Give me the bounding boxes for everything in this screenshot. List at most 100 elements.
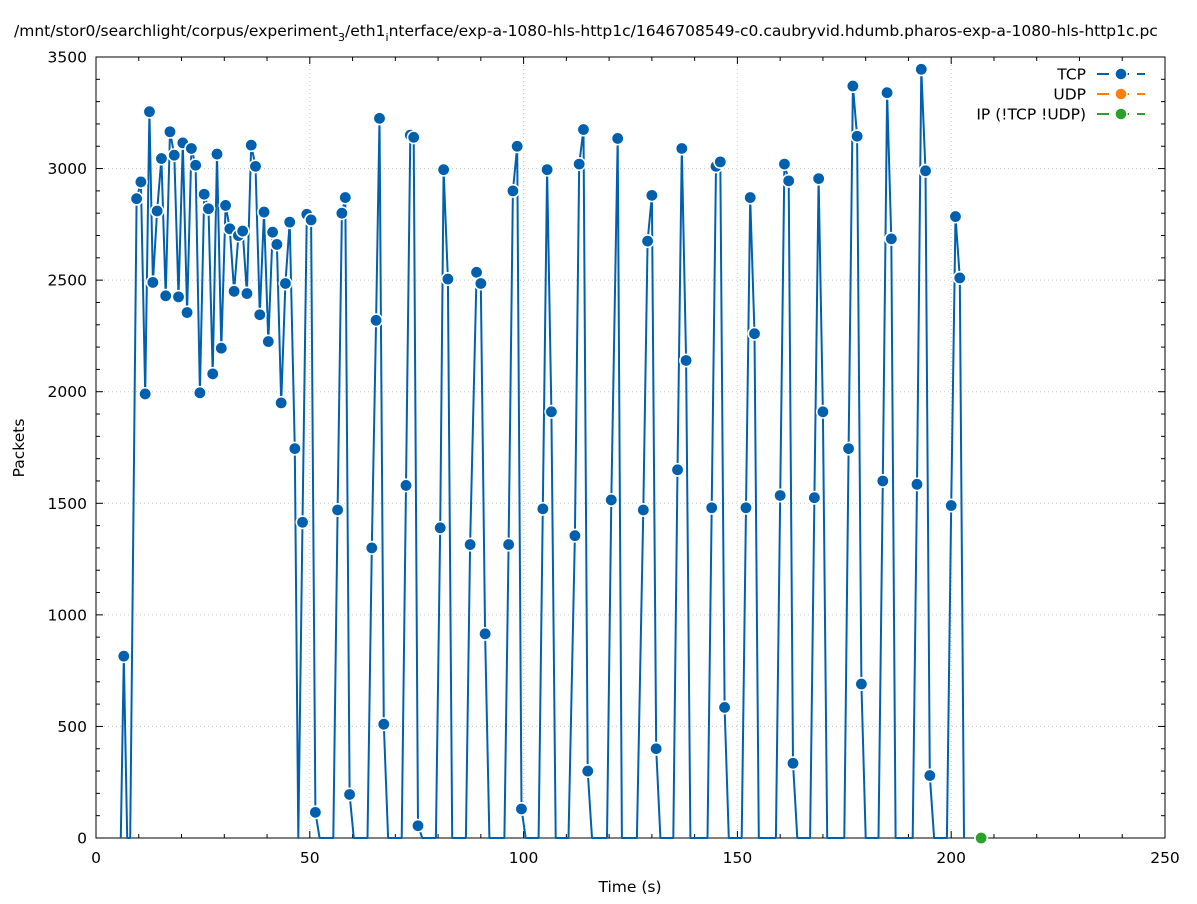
data-point — [854, 677, 869, 692]
data-point — [167, 148, 182, 163]
data-point — [433, 520, 448, 535]
data-point — [785, 756, 800, 771]
data-point — [116, 649, 131, 664]
data-point — [773, 488, 788, 503]
data-point — [278, 276, 293, 291]
data-point — [845, 79, 860, 94]
data-point — [410, 818, 425, 833]
y-tick-label: 500 — [57, 718, 87, 736]
data-point — [184, 141, 199, 156]
data-point — [171, 289, 186, 304]
data-point — [338, 190, 353, 205]
data-point — [133, 174, 148, 189]
data-point — [514, 801, 529, 816]
data-point — [192, 385, 207, 400]
data-point — [811, 171, 826, 186]
data-point — [909, 477, 924, 492]
data-point — [567, 528, 582, 543]
data-point — [369, 313, 384, 328]
y-tick-label: 3500 — [48, 49, 87, 67]
data-point — [150, 203, 165, 218]
x-tick-label: 150 — [723, 849, 753, 867]
series-line — [119, 68, 965, 839]
y-tick-label: 3000 — [48, 160, 87, 178]
data-point — [138, 386, 153, 401]
data-point — [364, 540, 379, 555]
chart-title: /mnt/stor0/searchlight/corpus/experiment… — [14, 22, 1158, 44]
data-point — [572, 157, 587, 172]
data-point — [576, 122, 591, 137]
x-tick-label: 200 — [936, 849, 966, 867]
data-point — [376, 717, 391, 732]
legend-marker — [1114, 107, 1128, 121]
data-point — [743, 190, 758, 205]
data-point — [540, 162, 555, 177]
data-point — [252, 307, 267, 322]
data-point — [129, 191, 144, 206]
data-point — [265, 225, 280, 240]
data-point — [239, 286, 254, 301]
data-point — [544, 404, 559, 419]
legend-marker — [1114, 87, 1128, 101]
data-point — [510, 139, 525, 154]
series-layer — [116, 62, 989, 845]
data-point — [604, 492, 619, 507]
data-point — [478, 626, 493, 641]
axes-ticks: 0 50 100 150 200 2500500100015002000250030003… — [48, 49, 1180, 868]
data-point — [399, 478, 414, 493]
x-axis-label: Time (s) — [597, 878, 661, 896]
data-point — [610, 131, 625, 146]
data-point — [440, 272, 455, 287]
legend: TCP UDP IP (!TCP !UDP) — [976, 66, 1145, 124]
data-point — [406, 130, 421, 145]
data-point — [841, 441, 856, 456]
y-axis-label: Packets — [10, 419, 28, 478]
data-point — [197, 187, 212, 202]
y-tick-label: 0 — [77, 830, 87, 848]
data-point — [952, 270, 967, 285]
data-point — [815, 404, 830, 419]
title-part-pre: /mnt/stor0/searchlight/corpus/experiment — [14, 22, 338, 40]
data-point — [704, 500, 719, 515]
data-point — [674, 141, 689, 156]
data-point — [154, 151, 169, 166]
data-point — [304, 212, 319, 227]
y-tick-label: 1500 — [48, 495, 87, 513]
data-point — [974, 830, 989, 845]
x-tick-label: 100 — [509, 849, 539, 867]
data-point — [436, 162, 451, 177]
data-point — [261, 334, 276, 349]
data-point — [850, 129, 865, 144]
data-point — [807, 490, 822, 505]
data-point — [205, 366, 220, 381]
data-point — [880, 85, 895, 100]
data-point — [287, 441, 302, 456]
data-point — [257, 205, 272, 220]
x-tick-label: 50 — [300, 849, 320, 867]
data-point — [640, 234, 655, 249]
data-point — [214, 341, 229, 356]
data-point — [679, 353, 694, 368]
title-subscript-2: i — [386, 31, 389, 44]
legend-label: IP (!TCP !UDP) — [976, 106, 1086, 124]
data-point — [334, 206, 349, 221]
data-point — [372, 111, 387, 126]
data-point — [922, 768, 937, 783]
data-point — [269, 237, 284, 252]
series-0 — [116, 62, 967, 839]
data-point — [944, 498, 959, 513]
data-point — [473, 276, 488, 291]
data-point — [235, 224, 250, 239]
data-point — [244, 138, 259, 153]
data-point — [777, 157, 792, 172]
data-point — [914, 62, 929, 77]
data-point — [295, 515, 310, 530]
y-tick-label: 1000 — [48, 606, 87, 624]
title-part-post: nterface/exp-a-1080-hls-http1c/164670854… — [389, 22, 1158, 40]
series-2 — [974, 830, 989, 845]
data-point — [180, 305, 195, 320]
data-point — [501, 537, 516, 552]
data-point — [535, 501, 550, 516]
